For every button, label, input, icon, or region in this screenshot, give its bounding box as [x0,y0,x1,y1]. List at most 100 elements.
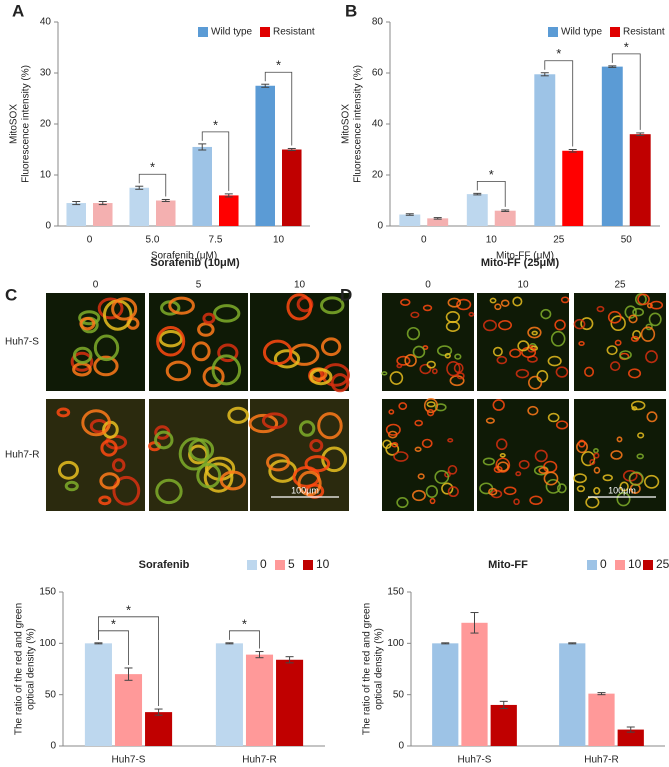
bar [84,643,112,746]
cell [93,334,120,362]
cell [529,495,543,505]
cell [426,401,436,408]
cell [534,449,548,463]
cell [419,363,432,375]
cell [494,303,502,311]
bar [276,659,304,746]
cell [646,411,658,423]
cell [98,495,112,506]
cell [57,460,79,480]
cell [482,319,497,332]
cell [538,466,549,474]
cell [616,492,631,507]
cell [388,409,395,415]
cell [298,420,316,437]
cell [593,466,601,474]
cell [93,355,119,377]
column-label: 10 [517,280,529,291]
cell [411,489,426,502]
cell [111,458,126,473]
bar [192,146,212,226]
bar [494,210,516,226]
cell [589,459,596,466]
cell [196,462,222,489]
cell [266,453,291,472]
legend-swatch [260,27,270,37]
cell [156,325,186,357]
error-bar [287,147,296,152]
cell [593,452,600,459]
y-tick-label: 50 [45,689,57,700]
micrograph [46,399,145,511]
bar [399,214,421,226]
cell [391,441,399,448]
cell [304,455,331,473]
error-bar [261,83,270,88]
cell [426,360,436,369]
cell [513,498,520,506]
cell [640,326,656,342]
cell [81,409,111,437]
bar [129,187,149,226]
cell [417,473,425,480]
cell [515,471,522,477]
cell [410,311,420,319]
cell [596,305,605,313]
cell [197,322,215,337]
cell [385,423,401,436]
y-tick-label: 100 [39,638,56,649]
cell [426,408,435,417]
legend-swatch [247,560,257,570]
cell [576,485,586,493]
cell [396,497,409,509]
chart-title: Mito-FF [488,559,528,571]
y-tick-label: 20 [372,170,384,181]
x-tick-label: 50 [621,235,633,246]
cell [321,446,348,473]
cell [610,315,626,332]
bar [490,704,517,746]
cell [527,326,542,339]
cell [550,330,566,347]
cell [414,419,424,427]
panel-letter: C [5,285,17,304]
significance-bracket [201,131,230,191]
cell [400,298,411,306]
cell [273,349,301,369]
cell [628,471,644,486]
cell [393,451,409,462]
cell [580,451,596,467]
legend-label: 10 [316,557,330,571]
error-bar [568,642,577,645]
cell [421,438,433,449]
legend-swatch [587,560,597,570]
cell [543,471,559,486]
error-bar [94,642,103,645]
cell [517,340,530,352]
cell [261,412,288,430]
significance-bracket [229,630,260,649]
legend-swatch [275,560,285,570]
cell [630,335,640,342]
bar [466,194,488,226]
cell [165,360,192,382]
cell [560,296,570,304]
cell [492,346,503,357]
legend-label: 0 [260,557,267,571]
cell [217,343,239,363]
column-label: 25 [614,280,626,291]
panel-letter: B [345,1,357,20]
cell [429,497,436,505]
error-bar [285,656,294,664]
significance-label: * [150,160,155,175]
legend-label: 0 [600,557,607,571]
chart-title: Sorafenib [139,559,190,571]
cell [89,419,109,434]
legend-label: 5 [288,557,295,571]
cell [606,345,618,356]
cell [645,350,658,364]
significance-label: * [242,616,247,631]
legend-swatch [610,27,620,37]
y-tick-label: 50 [393,689,405,700]
